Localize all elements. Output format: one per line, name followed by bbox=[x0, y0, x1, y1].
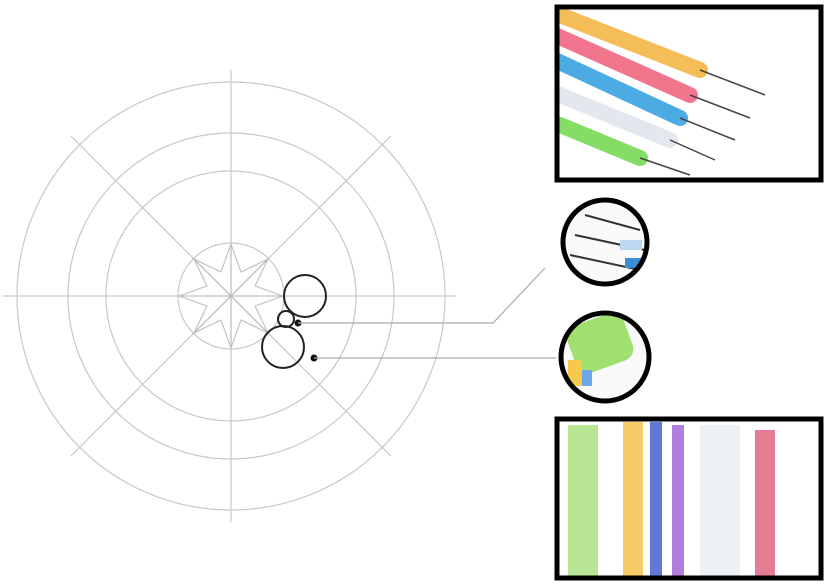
photo-frame bbox=[554, 4, 824, 183]
leader-line bbox=[298, 267, 546, 324]
photo-frame bbox=[554, 416, 824, 581]
star bbox=[177, 242, 285, 350]
dot-marks bbox=[261, 274, 327, 369]
photo-frame bbox=[558, 310, 652, 404]
photo-handles bbox=[557, 419, 821, 578]
photo-frame bbox=[560, 197, 650, 287]
photo-handle bbox=[563, 315, 647, 399]
photo-tools bbox=[557, 7, 821, 180]
photo-tips bbox=[565, 202, 645, 282]
